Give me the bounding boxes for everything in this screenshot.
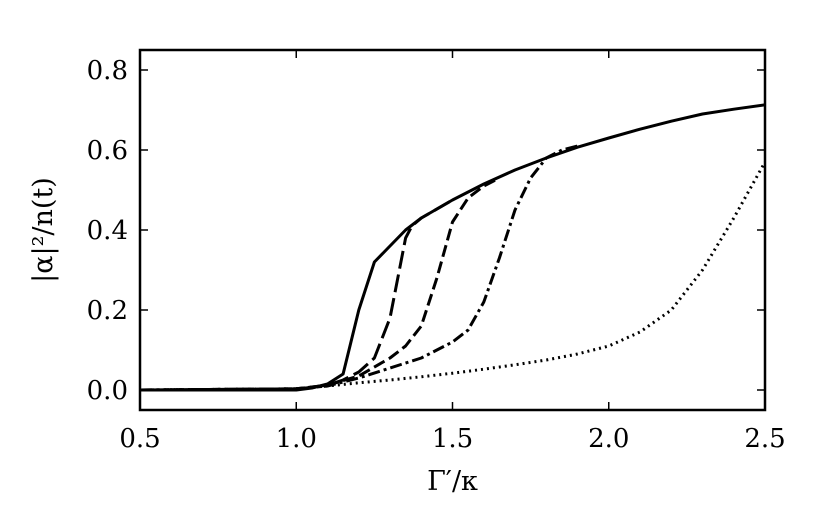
x-tick-label: 1.0 — [276, 424, 317, 454]
series-line-dotted — [139, 161, 767, 392]
x-axis-title: Γ′/κ — [427, 466, 478, 497]
y-tick-label: 0.6 — [87, 136, 128, 166]
x-tick-label: 0.5 — [119, 424, 160, 454]
plot-frame — [138, 48, 767, 412]
series-line-solid — [140, 103, 766, 392]
series-line-dashed — [139, 176, 501, 392]
y-tick-label: 0.4 — [87, 216, 128, 246]
x-tick-label: 2.5 — [744, 424, 785, 454]
y-axis-title: |α|²/n(t) — [28, 177, 59, 283]
y-tick-label: 0.0 — [87, 376, 128, 406]
y-tick-label: 0.2 — [87, 296, 128, 326]
series-layer — [139, 103, 767, 392]
x-tick-label: 2.0 — [588, 424, 629, 454]
ticks-layer: 0.5 1.0 1.5 2.0 2.5 0.0 0.2 0.4 0.6 0.8 — [87, 50, 786, 454]
series-line-dash-dot — [139, 144, 578, 392]
y-tick-label: 0.8 — [87, 56, 128, 86]
x-tick-label: 1.5 — [432, 424, 473, 454]
